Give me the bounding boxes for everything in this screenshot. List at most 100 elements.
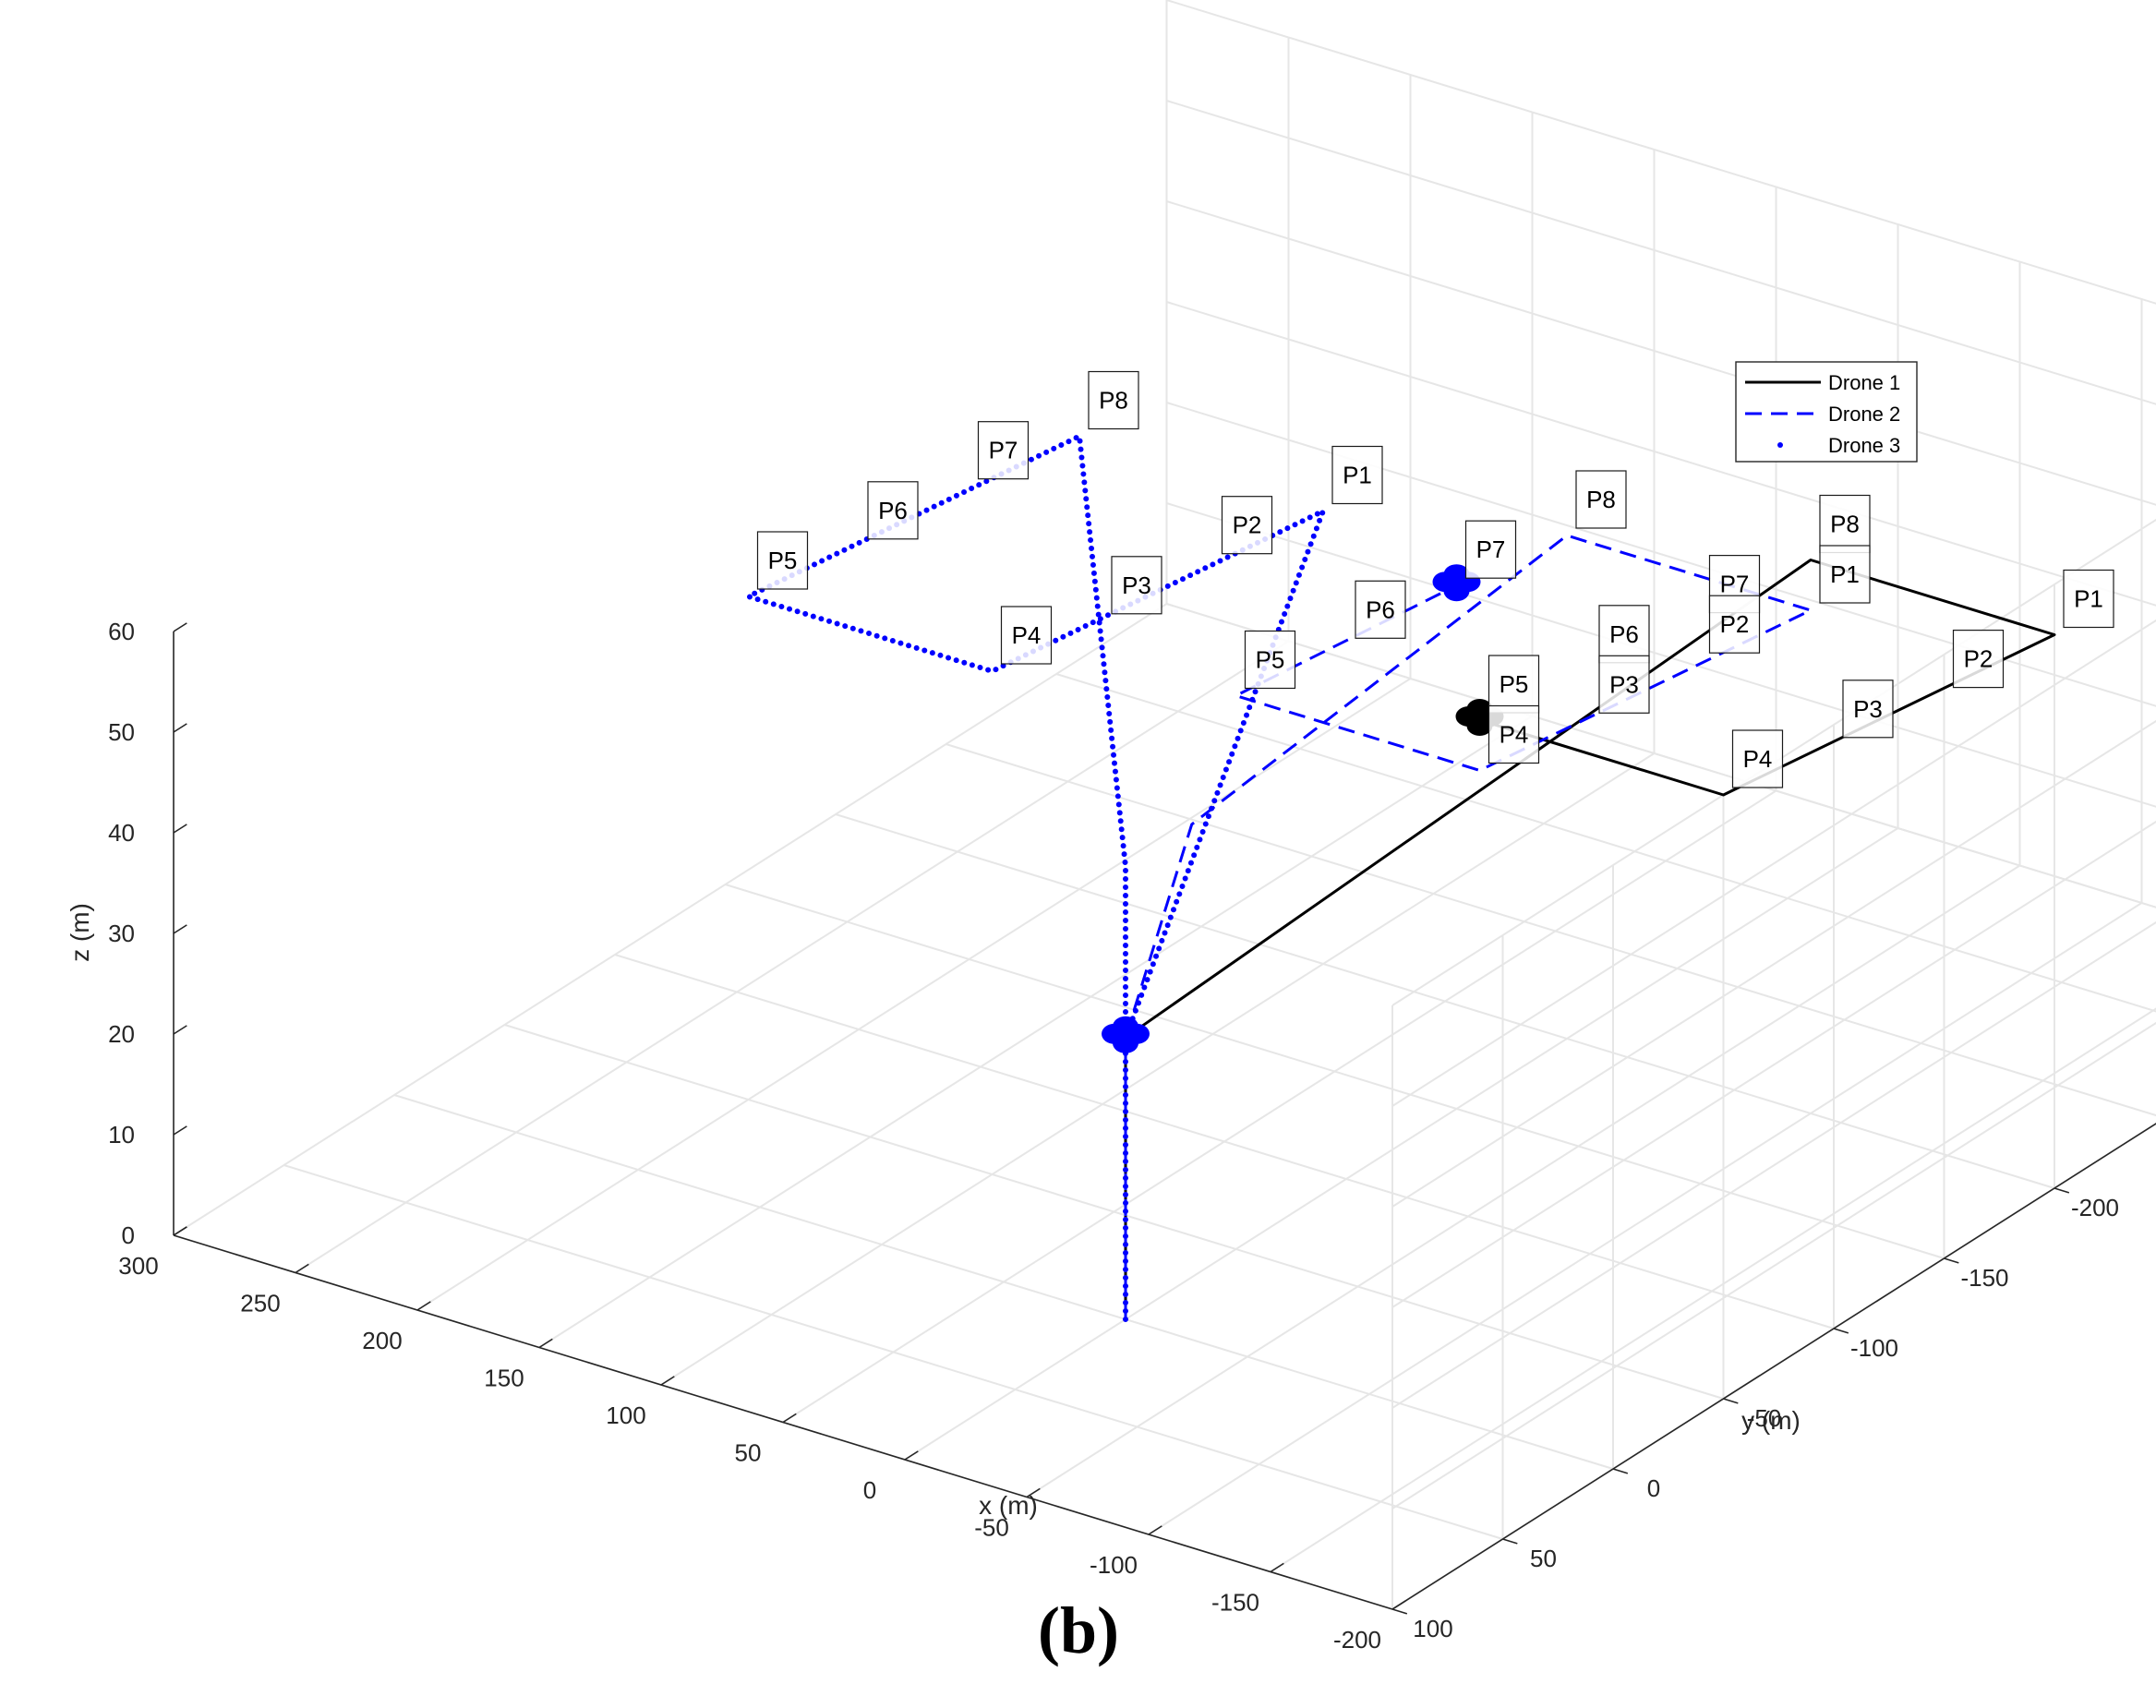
waypoint-label-text: P5 [1256,646,1285,674]
waypoint-label-text: P5 [1500,670,1529,698]
side-wall-grid-z [1166,502,2156,808]
x-tick-label: 200 [362,1327,402,1354]
floor-grid-x [173,603,1168,1236]
waypoint-label-text: P6 [1366,595,1395,623]
floor-grid-y [614,954,1835,1329]
x-tick [904,1450,919,1461]
waypoint-label: P1 [1819,545,1871,604]
waypoint-label: P2 [1952,629,2005,689]
waypoint-label: P5 [1488,655,1540,714]
waypoint-label-layer: P1 P2 P3 P4 P5 P6 P7 P8 P1 P2 P3 P4 P5 P6 P7 P8 P1 P2 P3 P4… [756,370,2114,788]
x-tick [1270,1562,1284,1573]
waypoint-label-text: P2 [1964,645,1993,673]
floor-grid-y [283,1164,1503,1540]
z-tick-label: 50 [108,718,135,746]
waypoint-label-text: P8 [1099,387,1128,415]
y-tick-label: -50 [1747,1404,1782,1432]
waypoint-label-text: P7 [1476,535,1506,563]
waypoint-label-text: P4 [1012,621,1042,649]
x-tick-label: -50 [974,1514,1009,1542]
waypoint-label-text: P3 [1853,695,1883,723]
x-tick-label: 150 [484,1365,524,1392]
waypoint-label: P8 [1819,494,1871,554]
waypoint-label: P7 [1464,520,1517,579]
y-tick [1833,1328,1849,1334]
floor-grid-x [295,640,1290,1274]
waypoint-label: P8 [1575,470,1627,529]
waypoint-label: P1 [1331,445,1383,505]
legend-marker [1777,442,1783,448]
y-tick-label: -200 [2071,1194,2119,1221]
x-tick [295,1263,309,1274]
side-wall-grid-z [1166,603,2156,908]
y-tick-label: 100 [1413,1615,1452,1642]
z-axis-label: z (m) [66,903,94,962]
z-tick-label: 20 [108,1020,135,1048]
z-tick [173,1025,187,1035]
waypoint-label: P4 [1731,729,1784,788]
z-tick [173,1125,187,1136]
waypoint-label: P5 [756,531,809,590]
floor-grid-y [835,813,2055,1189]
legend-entry: Drone 1 [1745,371,1900,394]
x-tick [660,1376,675,1386]
waypoint-label-text: P1 [1830,560,1860,588]
floor-grid-x [1026,864,2021,1498]
waypoint-label: P6 [1598,605,1650,664]
legend-entry: Drone 3 [1777,434,1900,457]
floor-grid-y [1055,673,2156,1013]
legend-label: Drone 3 [1828,434,1900,457]
waypoint-label: P5 [1244,630,1296,690]
legend-label: Drone 1 [1828,371,1900,394]
x-tick-label: 250 [240,1290,280,1317]
back-wall-grid-z [1391,820,2156,1308]
x-tick-label: -100 [1090,1551,1138,1579]
waypoint-label: P7 [977,421,1030,480]
waypoint-label-text: P2 [1720,610,1750,638]
waypoint-label-text: P1 [2074,585,2103,613]
side-wall-grid-z [1166,0,2156,305]
waypoint-label-text: P6 [878,497,908,524]
waypoint-label-text: P4 [1743,745,1773,773]
waypoint-label: P3 [1598,655,1650,714]
z-tick [173,723,187,733]
waypoint-label: P2 [1221,496,1273,555]
back-wall-grid-z [1391,1122,2156,1610]
y-tick-label: 0 [1647,1474,1660,1502]
z-tick-label: 60 [108,618,135,645]
grid-layer [173,0,2156,1610]
floor-grid-y [725,884,1945,1259]
y-tick-label: 50 [1530,1545,1557,1572]
waypoint-label: P3 [1842,680,1894,739]
x-tick [1026,1487,1041,1498]
legend-entry: Drone 2 [1745,403,1900,426]
side-wall-grid-z [1166,301,2156,607]
floor-grid-x [1148,902,2143,1535]
floor-grid-x [904,827,1899,1461]
x-tick [538,1338,553,1349]
waypoint-label-text: P3 [1609,670,1639,698]
waypoint-label: P1 [2063,569,2114,629]
z-tick-label: 30 [108,920,135,947]
back-wall-grid-z [1391,619,2156,1107]
waypoint-label-text: P7 [989,437,1018,464]
y-tick [2054,1187,2070,1194]
legend: Drone 1 Drone 2 Drone 3 [1735,361,1918,463]
waypoint-label-text: P8 [1830,511,1860,538]
z-tick-label: 0 [122,1221,135,1249]
waypoint-label-text: P8 [1586,486,1616,513]
drone-icon [1102,1016,1150,1053]
z-tick-label: 40 [108,819,135,847]
floor-grid-y [504,1024,1724,1400]
y-tick [1944,1257,1959,1264]
x-tick-label: -150 [1211,1589,1259,1617]
waypoint-label: P6 [1355,580,1406,639]
floor-grid-x [1391,1122,2156,1610]
waypoint-label: P4 [1000,606,1053,665]
series-line-drone-2 [1124,534,1813,1319]
y-tick [1391,1608,1408,1615]
z-tick [173,622,187,632]
floor-grid-x [660,752,1656,1386]
waypoint-label-text: P4 [1500,721,1529,749]
